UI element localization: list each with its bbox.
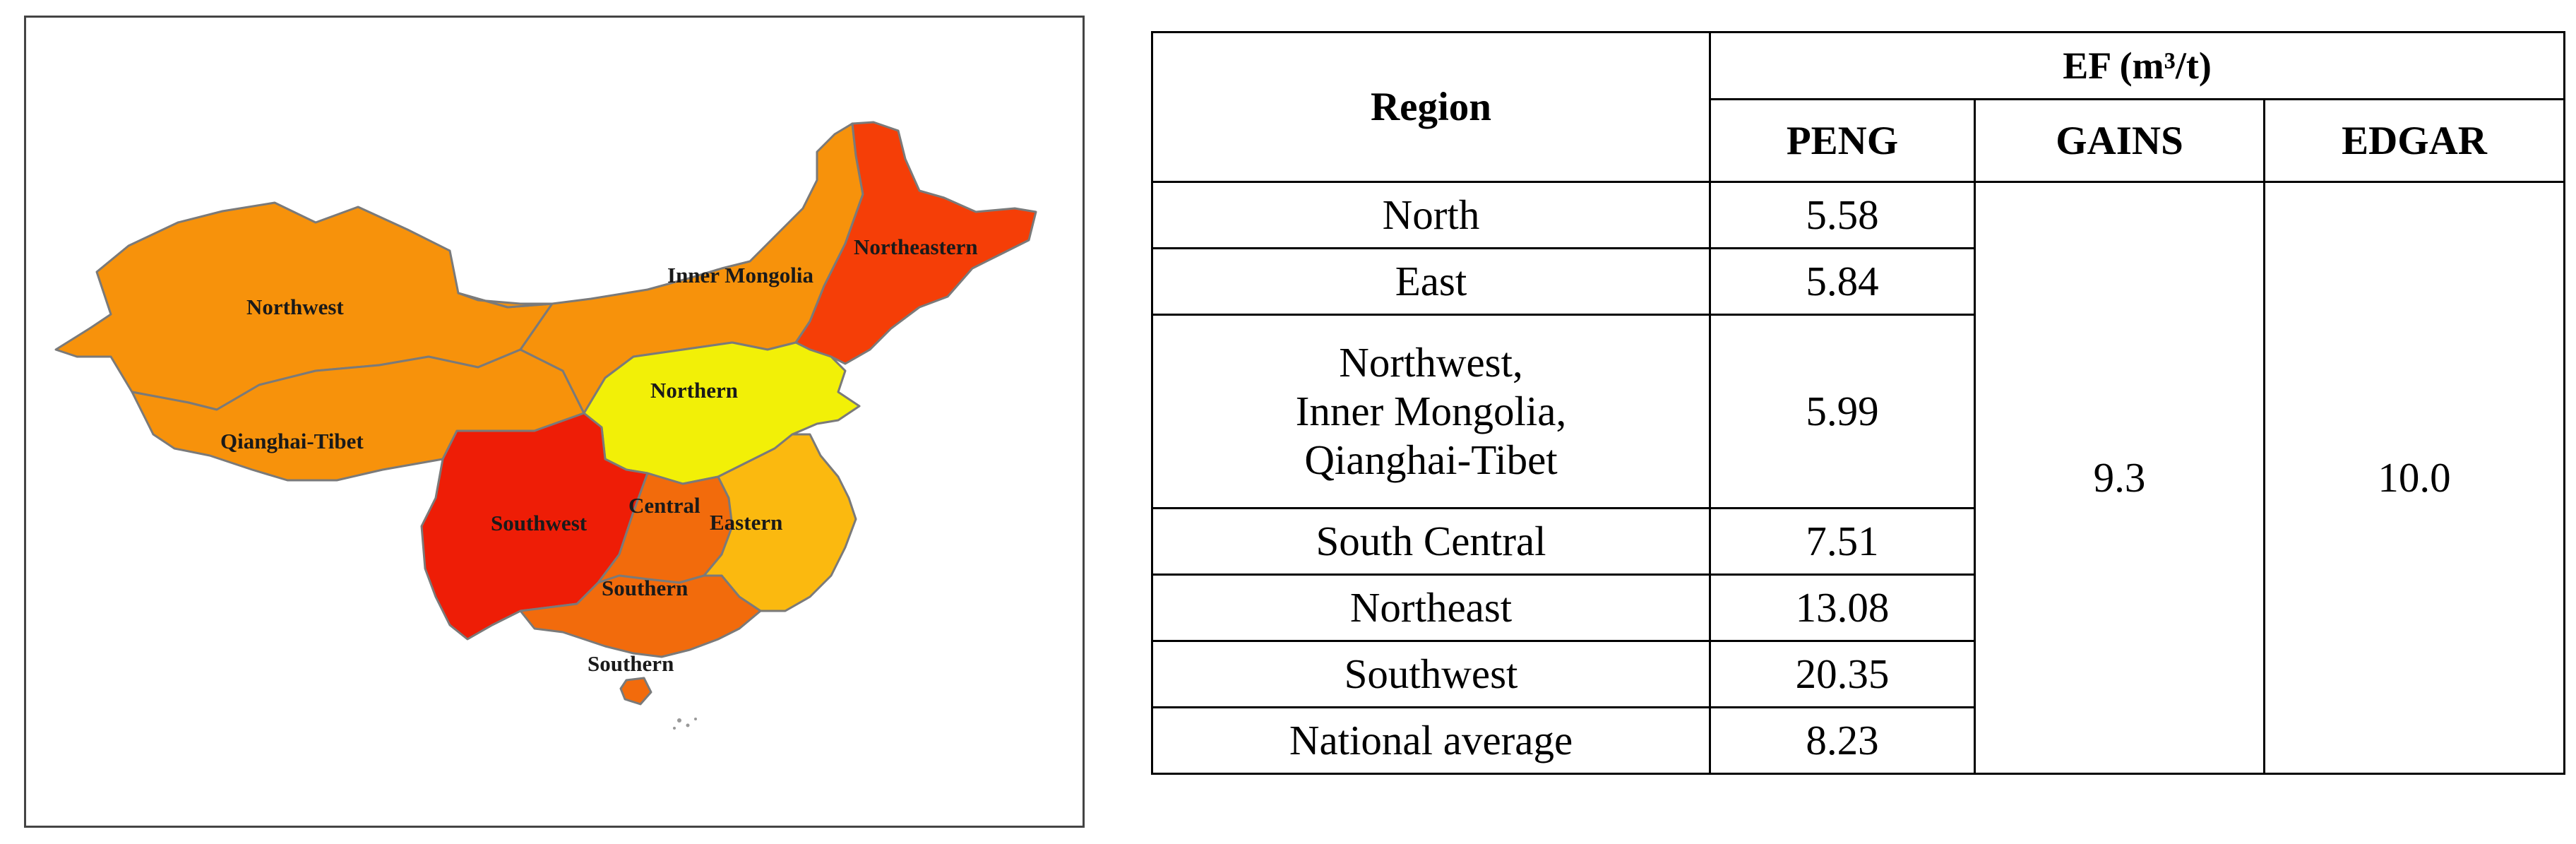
row-peng: 20.35 [1709, 640, 1976, 708]
ef-table: Region EF (m³/t) PENG GAINS EDGAR North … [1151, 31, 2566, 775]
label-northeastern: Northeastern [854, 234, 978, 259]
label-southwest: Southwest [491, 511, 588, 535]
header-ef: EF (m³/t) [1708, 31, 2566, 100]
row-region: Northwest, Inner Mongolia, Qianghai-Tibet [1151, 314, 1711, 509]
region-northeastern [794, 121, 1037, 365]
row-peng: 8.23 [1709, 706, 1976, 775]
label-southern-island: Southern [588, 651, 674, 676]
header-region: Region [1151, 31, 1711, 183]
row-peng: 5.99 [1709, 314, 1976, 509]
gains-value: 9.3 [1974, 181, 2265, 775]
label-inner-mongolia: Inner Mongolia [667, 263, 813, 287]
row-region: National average [1151, 706, 1711, 775]
label-central: Central [628, 493, 700, 518]
row-peng: 5.58 [1709, 181, 1976, 249]
region-southern-island [619, 677, 652, 706]
row-peng: 7.51 [1709, 507, 1976, 576]
row-peng: 5.84 [1709, 247, 1976, 316]
row-region: Southwest [1151, 640, 1711, 708]
label-qianghai-tibet: Qianghai-Tibet [220, 429, 364, 453]
region-southern [519, 574, 762, 658]
row-region: North [1151, 181, 1711, 249]
map-svg: Northwest Qianghai-Tibet Inner Mongolia … [54, 121, 1037, 730]
label-northwest: Northwest [246, 295, 344, 319]
row-peng: 13.08 [1709, 573, 1976, 642]
row-region: Northeast [1151, 573, 1711, 642]
region-eastern [703, 433, 857, 612]
header-edgar: EDGAR [2262, 98, 2566, 183]
header-peng: PENG [1709, 98, 1976, 183]
label-eastern: Eastern [710, 510, 782, 535]
label-southern: Southern [602, 576, 688, 600]
china-region-map: Northwest Qianghai-Tibet Inner Mongolia … [24, 16, 1085, 828]
row-region: East [1151, 247, 1711, 316]
edgar-value: 10.0 [2262, 181, 2566, 775]
row-region: South Central [1151, 507, 1711, 576]
header-gains: GAINS [1974, 98, 2265, 183]
label-northern: Northern [650, 378, 738, 403]
